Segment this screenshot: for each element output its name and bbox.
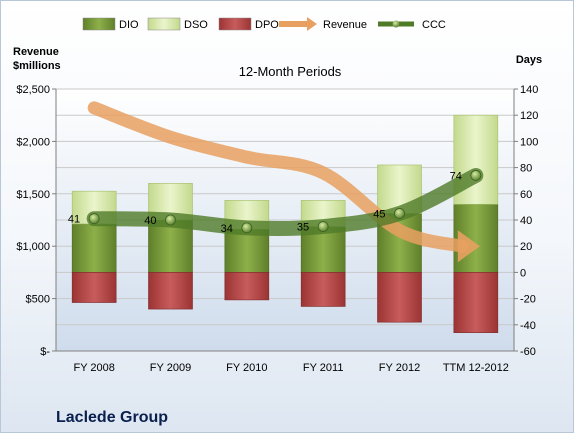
revenue-series — [87, 101, 480, 263]
legend-revenue-arrowhead — [307, 17, 317, 31]
ccc-label-fy-2008: 41 — [68, 214, 80, 226]
x-tick-label-fy-2009: FY 2009 — [150, 362, 191, 374]
right-tick-label: -60 — [520, 346, 536, 358]
legend-dpo-label: DPO — [255, 19, 279, 31]
ccc-line — [86, 167, 484, 237]
bar-dpo-ttm-12-2012 — [453, 272, 499, 333]
ccc-label-fy-2012: 45 — [373, 208, 385, 220]
grid-lines — [56, 88, 514, 352]
ccc-point-ttm-12-2012 — [470, 170, 482, 181]
legend-dio-label: DIO — [119, 19, 139, 31]
ccc-label-fy-2011: 35 — [297, 222, 309, 234]
ccc-point-fy-2011 — [317, 221, 329, 232]
right-tick-label: 140 — [520, 84, 538, 96]
legend-dio-swatch — [82, 17, 116, 31]
left-tick-label: $1,500 — [16, 189, 50, 201]
x-tick-label-fy-2008: FY 2008 — [73, 362, 114, 374]
bar-dpo-fy-2012 — [377, 272, 422, 323]
legend-ccc-marker — [392, 20, 400, 28]
right-tick-label: 60 — [520, 189, 532, 201]
bar-dpo-fy-2010 — [224, 272, 270, 301]
bar-dpo-fy-2011 — [300, 272, 346, 307]
left-tick-label: $2,500 — [16, 84, 50, 96]
ccc-point-fy-2009 — [165, 214, 176, 226]
ccc-series: 41 40 34 35 45 74 — [68, 167, 484, 237]
left-axis-title-line2: $millions — [13, 60, 61, 72]
ccc-point-fy-2010 — [241, 222, 253, 234]
legend-dso-label: DSO — [184, 19, 208, 31]
right-tick-label: 80 — [520, 163, 532, 175]
bar-dpo-fy-2009 — [148, 272, 193, 310]
ccc-point-fy-2008 — [88, 213, 100, 225]
legend-revenue-label: Revenue — [323, 19, 367, 31]
legend-dso-swatch — [147, 17, 181, 31]
bar-dpo-fy-2008 — [71, 272, 117, 303]
ccc-point-fy-2012 — [394, 208, 405, 219]
legend-dpo-swatch — [218, 17, 252, 31]
legend: DIO DSO DPO Revenue CCC — [82, 17, 446, 31]
x-tick-label-fy-2010: FY 2010 — [226, 362, 267, 374]
bar-dio-fy-2010 — [224, 228, 270, 273]
revenue-arrowhead — [457, 230, 480, 263]
right-tick-label: 120 — [520, 110, 538, 122]
left-tick-label: $2,000 — [16, 136, 50, 148]
x-tick-label-fy-2012: FY 2012 — [379, 362, 420, 374]
revenue-line — [87, 101, 469, 253]
x-tick-label-ttm-12-2012: TTM 12-2012 — [443, 362, 509, 374]
ccc-label-fy-2010: 34 — [221, 223, 233, 235]
left-axis-title-line1: Revenue — [13, 46, 59, 58]
axes-layer: $- $500 $1,000 $1,500 $2,000 $2,500 -60 -40 -20 0… — [16, 84, 538, 374]
ccc-label-fy-2009: 40 — [144, 215, 156, 227]
legend-ccc-label: CCC — [422, 19, 446, 31]
right-axis-title: Days — [516, 54, 542, 66]
right-tick-label: -40 — [520, 320, 536, 332]
right-tick-label: 100 — [520, 136, 538, 148]
right-tick-label: 40 — [520, 215, 532, 227]
left-tick-label: $1,000 — [16, 241, 50, 253]
left-tick-label: $500 — [26, 294, 50, 306]
right-tick-label: 0 — [520, 267, 526, 279]
left-tick-label: $- — [40, 346, 50, 358]
chart-title: 12-Month Periods — [239, 64, 342, 79]
bar-dio-fy-2008 — [71, 223, 117, 273]
right-tick-label: -20 — [520, 294, 536, 306]
ccc-label-ttm-12-2012: 74 — [450, 170, 462, 182]
right-tick-label: 20 — [520, 241, 532, 253]
x-tick-label-fy-2011: FY 2011 — [303, 362, 344, 374]
company-name: Laclede Group — [56, 409, 168, 426]
